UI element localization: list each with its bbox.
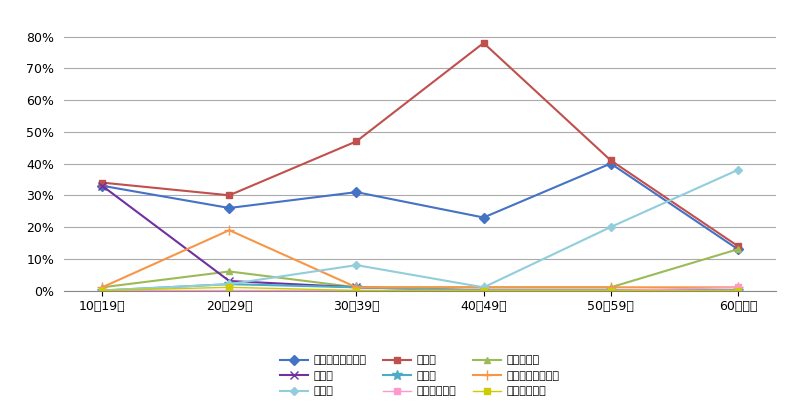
交通の利便性 — [478, 288, 488, 293]
卒　業 — [606, 288, 615, 293]
結婚・離婚・縁組 — [225, 228, 234, 233]
就職・転職・転業 — [606, 161, 615, 166]
就　学 — [225, 278, 234, 283]
Legend: 就職・転職・転業, 就　学, 住　宅, 転　勤, 卒　業, 交通の利便性, 退職・廃業, 結婚・離婚・縁組, 生活の利便性: 就職・転職・転業, 就 学, 住 宅, 転 勤, 卒 業, 交通の利便性, 退職… — [281, 355, 559, 396]
交通の利便性 — [733, 285, 742, 290]
就職・転職・転業 — [98, 183, 107, 188]
転　勤 — [733, 244, 742, 249]
就　学 — [98, 183, 107, 188]
結婚・離婚・縁組 — [98, 285, 107, 290]
卒　業 — [98, 288, 107, 293]
就職・転職・転業 — [733, 247, 742, 252]
転　勤 — [606, 158, 615, 163]
転　勤 — [225, 193, 234, 198]
卒　業 — [733, 288, 742, 293]
Line: 交通の利便性: 交通の利便性 — [99, 285, 741, 293]
退職・廃業 — [478, 285, 488, 290]
結婚・離婚・縁組 — [733, 285, 742, 290]
就職・転職・転業 — [352, 190, 362, 195]
退職・廃業 — [733, 247, 742, 252]
Line: 住　宅: 住 宅 — [99, 167, 741, 293]
卒　業 — [225, 282, 234, 287]
生活の利便性 — [733, 288, 742, 293]
就職・転職・転業 — [478, 215, 488, 220]
生活の利便性 — [352, 288, 362, 293]
Line: 卒　業: 卒 業 — [98, 279, 742, 295]
生活の利便性 — [478, 288, 488, 293]
転　勤 — [98, 180, 107, 185]
Line: 退職・廃業: 退職・廃業 — [98, 246, 742, 291]
住　宅 — [98, 288, 107, 293]
Line: 結婚・離婚・縁組: 結婚・離婚・縁組 — [98, 225, 742, 292]
転　勤 — [478, 41, 488, 46]
交通の利便性 — [606, 288, 615, 293]
結婚・離婚・縁組 — [478, 285, 488, 290]
卒　業 — [478, 288, 488, 293]
退職・廃業 — [225, 269, 234, 274]
Line: 就　学: 就 学 — [98, 182, 742, 295]
住　宅 — [352, 263, 362, 268]
Line: 生活の利便性: 生活の利便性 — [99, 285, 741, 293]
結婚・離婚・縁組 — [352, 285, 362, 290]
退職・廃業 — [98, 285, 107, 290]
転　勤 — [352, 139, 362, 144]
交通の利便性 — [98, 288, 107, 293]
就職・転職・転業 — [225, 205, 234, 210]
就　学 — [352, 285, 362, 290]
生活の利便性 — [225, 285, 234, 290]
Line: 転　勤: 転 勤 — [98, 39, 742, 249]
住　宅 — [225, 282, 234, 287]
住　宅 — [733, 167, 742, 172]
退職・廃業 — [606, 285, 615, 290]
結婚・離婚・縁組 — [606, 285, 615, 290]
生活の利便性 — [98, 288, 107, 293]
交通の利便性 — [352, 288, 362, 293]
Line: 就職・転職・転業: 就職・転職・転業 — [98, 160, 742, 253]
住　宅 — [606, 225, 615, 229]
住　宅 — [478, 285, 488, 290]
卒　業 — [352, 285, 362, 290]
就　学 — [478, 288, 488, 293]
就　学 — [606, 288, 615, 293]
生活の利便性 — [606, 288, 615, 293]
交通の利便性 — [225, 288, 234, 293]
就　学 — [733, 288, 742, 293]
退職・廃業 — [352, 285, 362, 290]
